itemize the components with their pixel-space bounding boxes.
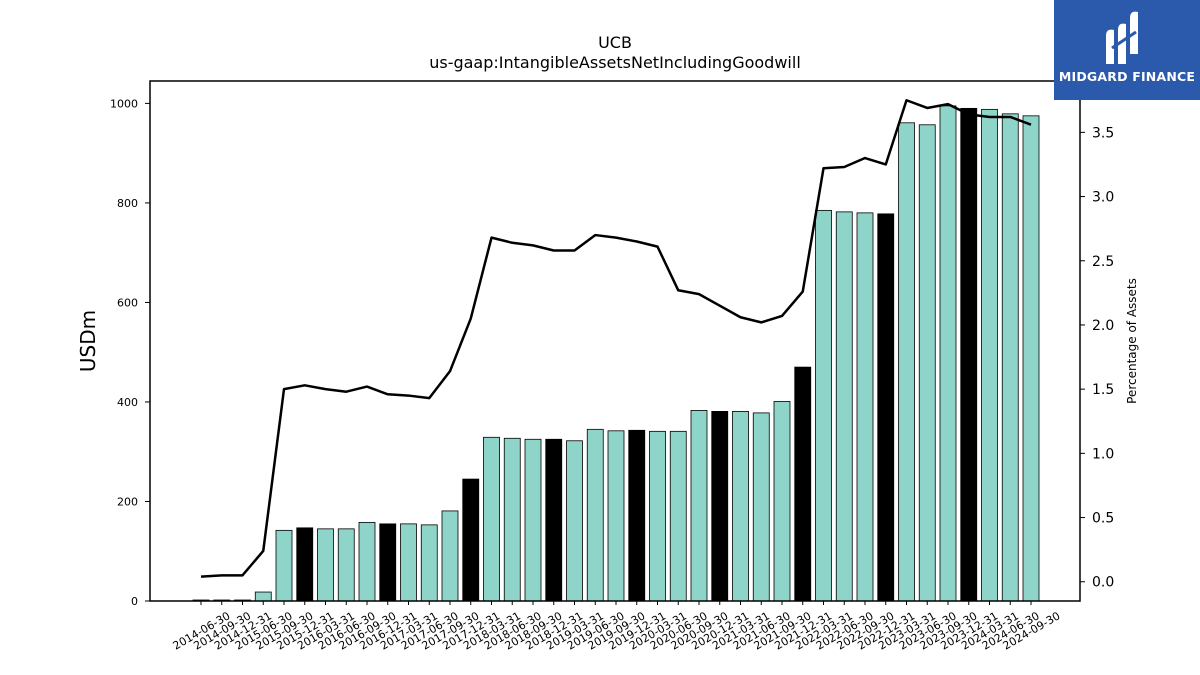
- chart-title: UCB: [598, 33, 632, 52]
- bar-2019-06-30: [586, 428, 604, 602]
- bar-2023-06-30: [918, 124, 936, 602]
- bar-2022-03-31: [815, 209, 832, 602]
- y2-tick-label: 1.0: [1092, 446, 1114, 462]
- brand-name: MIDGARD FINANCE: [1058, 69, 1196, 84]
- y-tick-label: 200: [117, 495, 138, 508]
- bar-2022-09-30: [856, 212, 874, 602]
- y2-tick-label: 2.0: [1092, 318, 1114, 334]
- bar-2015-12-31: [296, 527, 314, 602]
- bar-2018-03-31: [483, 436, 500, 602]
- bar-2018-09-30: [524, 438, 542, 602]
- percentage-line: [200, 99, 1032, 578]
- bar-2018-06-30: [503, 437, 521, 602]
- bar-2017-09-30: [441, 510, 459, 602]
- y-tick-label: 0: [131, 595, 138, 608]
- bar-2021-09-30: [773, 401, 791, 602]
- axes: 0 200 400 600 800 1000 0.0 0.5 1.0 1.5 2.0 2.5 3.0 3.…: [110, 80, 1114, 608]
- bar-2021-03-31: [732, 411, 749, 602]
- x-tick-labels: 2014-06-302014-09-302014-12-312015-06-30…: [171, 601, 1063, 653]
- bar-2015-09-30: [275, 529, 293, 602]
- bar-2019-09-30: [607, 430, 625, 602]
- bar-2024-03-31: [981, 108, 998, 602]
- bar-series: [192, 105, 1040, 602]
- y-tick-label: 600: [117, 296, 138, 309]
- chart-subtitle: us-gaap:IntangibleAssetsNetIncludingGood…: [429, 53, 801, 72]
- line-series: [200, 99, 1032, 578]
- bar-2017-12-31: [462, 478, 480, 602]
- bar-2017-03-31: [400, 523, 417, 602]
- y2-tick-label: 1.5: [1092, 382, 1114, 398]
- bar-2020-12-31: [711, 411, 729, 602]
- y2-axis-label: Percentage of Assets: [1125, 278, 1139, 404]
- y2-tick-label: 3.0: [1092, 190, 1114, 206]
- bar-2020-03-31: [649, 430, 666, 602]
- bar-2020-06-30: [669, 430, 687, 602]
- logo-mark-icon: [1106, 11, 1138, 65]
- brand-logo: MIDGARD FINANCE: [1054, 0, 1200, 100]
- bar-2024-09-30: [1022, 115, 1040, 602]
- bar-2022-12-31: [877, 213, 895, 602]
- bar-2016-12-31: [379, 523, 397, 602]
- y-tick-label: 800: [117, 197, 138, 210]
- bar-2016-03-31: [317, 528, 334, 602]
- bar-2022-06-30: [835, 211, 853, 602]
- bar-2016-09-30: [358, 521, 376, 602]
- bar-2016-06-30: [337, 528, 355, 602]
- bar-2017-06-30: [420, 524, 438, 602]
- bar-2018-12-31: [545, 438, 563, 602]
- bar-2019-12-31: [628, 429, 646, 602]
- bar-2019-03-31: [566, 440, 583, 602]
- bar-2023-03-31: [898, 122, 915, 602]
- bar-2015-06-30: [254, 591, 272, 602]
- bar-2020-09-30: [690, 410, 708, 602]
- y2-tick-label: 2.5: [1092, 254, 1114, 270]
- bar-2024-06-30: [1001, 113, 1019, 602]
- bar-2021-12-31: [794, 366, 812, 602]
- plot-frame: [149, 80, 1081, 602]
- y-tick-label: 1000: [110, 97, 138, 110]
- y-axis-label: USDm: [76, 310, 100, 372]
- y2-tick-label: 3.5: [1092, 125, 1114, 141]
- bar-2021-06-30: [752, 412, 770, 602]
- y-tick-label: 400: [117, 396, 138, 409]
- y2-tick-label: 0.0: [1092, 575, 1114, 591]
- bar-2023-12-31: [960, 107, 978, 602]
- bar-2023-09-30: [939, 105, 957, 602]
- y2-tick-label: 0.5: [1092, 511, 1114, 527]
